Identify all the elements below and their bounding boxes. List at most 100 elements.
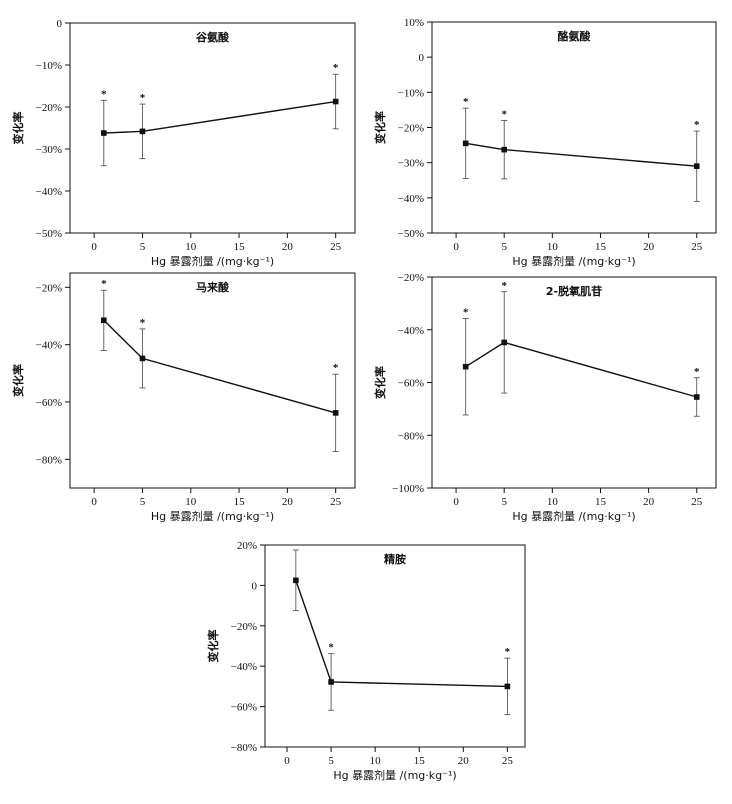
y-tick-label: −30% (398, 158, 424, 170)
y-tick-label: −60% (231, 702, 257, 714)
x-tick-label: 25 (330, 496, 342, 508)
y-tick-label: −20% (398, 272, 424, 284)
y-tick-label: −40% (36, 186, 62, 198)
y-tick-label: −40% (398, 193, 424, 205)
y-axis-label: 变化率 (373, 111, 387, 144)
significance-mark: * (505, 646, 511, 658)
plot-frame (69, 22, 356, 234)
y-axis-label: 变化率 (206, 630, 220, 663)
y-tick-label: 10% (404, 17, 424, 29)
data-point (139, 355, 146, 362)
y-axis-label: 变化率 (373, 366, 387, 399)
y-tick-label: −20% (398, 123, 424, 135)
significance-mark: * (101, 88, 107, 100)
data-point (462, 140, 469, 147)
series-line (103, 319, 336, 414)
x-tick-label: 15 (595, 496, 607, 508)
data-point (139, 128, 146, 135)
data-point (332, 98, 339, 105)
x-tick-label: 15 (595, 241, 607, 253)
data-point (693, 394, 700, 400)
y-tick-label: 20% (237, 540, 257, 552)
data-point (462, 363, 469, 370)
significance-mark: * (333, 62, 339, 74)
x-tick-label: 10 (185, 496, 197, 508)
x-tick-label: 25 (691, 496, 703, 508)
x-tick-label: 0 (453, 241, 459, 253)
data-point (101, 317, 107, 324)
y-tick-label: −40% (36, 340, 62, 352)
x-tick-label: 20 (643, 241, 655, 253)
y-axis-label: 变化率 (11, 364, 25, 397)
x-tick-label: 0 (453, 496, 459, 508)
y-tick-label: −80% (398, 430, 424, 442)
significance-mark: * (501, 108, 507, 120)
chart-tyrosine: −50% −40% −30% −20% −10% 0 10% 0 5 10 15 20 25 酪氨酸 Hg … (373, 17, 717, 268)
series-line (465, 142, 697, 167)
chart-title: 马来酸 (196, 280, 230, 294)
y-tick-label: −40% (231, 661, 257, 673)
x-tick-label: 20 (282, 241, 294, 253)
x-tick-label: 25 (330, 241, 342, 253)
significance-mark: * (333, 362, 339, 374)
y-tick-label: −60% (36, 397, 62, 409)
plot-frame (431, 276, 717, 489)
significance-mark: * (140, 317, 146, 329)
x-tick-label: 20 (458, 755, 470, 767)
x-axis-label: Hg 暴露剂量 /(mg·kg⁻¹) (151, 509, 274, 523)
y-tick-label: −10% (398, 87, 424, 99)
chart-maleic-acid: −80% −60% −40% −20% 0 5 10 15 20 25 马来酸 Hg 暴露剂量 /(m… (11, 272, 356, 523)
plot-frame (69, 272, 356, 489)
x-axis-label: Hg 暴露剂量 /(mg·kg⁻¹) (151, 254, 274, 268)
significance-mark: * (501, 280, 507, 292)
y-tick-label: −100% (392, 483, 424, 495)
y-tick-label: −50% (36, 228, 62, 240)
y-tick-label: −20% (36, 102, 62, 114)
x-tick-label: 25 (691, 241, 703, 253)
data-point (693, 163, 700, 169)
x-tick-label: 5 (501, 496, 507, 508)
chart-title: 精胺 (384, 552, 406, 566)
x-tick-label: 0 (91, 496, 97, 508)
y-tick-label: −40% (398, 325, 424, 337)
x-tick-label: 5 (140, 241, 146, 253)
y-tick-label: −10% (36, 60, 62, 72)
x-tick-label: 15 (414, 755, 426, 767)
significance-mark: * (140, 92, 146, 104)
x-tick-label: 20 (643, 496, 655, 508)
series-line (103, 100, 336, 134)
chart-spermine: −80% −60% −40% −20% 0 20% 0 5 10 15 20 25 精胺 Hg 暴露剂量 … (206, 540, 526, 782)
x-tick-label: 0 (91, 241, 97, 253)
data-point (293, 577, 299, 584)
x-axis-label: Hg 暴露剂量 /(mg·kg⁻¹) (512, 509, 635, 523)
series-line (295, 580, 508, 688)
data-point (504, 683, 511, 690)
significance-mark: * (463, 306, 469, 318)
plot-frame (431, 21, 717, 234)
x-tick-label: 0 (284, 755, 290, 767)
x-tick-label: 5 (501, 241, 507, 253)
significance-mark: * (694, 119, 700, 131)
data-point (501, 339, 508, 346)
x-tick-label: 10 (370, 755, 382, 767)
significance-mark: * (328, 642, 334, 654)
y-tick-label: −60% (398, 378, 424, 390)
chart-title: 酪氨酸 (558, 29, 592, 43)
chart-2-deoxyinosine: −100% −80% −60% −40% −20% 0 5 10 15 20 25 2-脱氧肌苷 Hg … (373, 272, 717, 523)
y-tick-label: 0 (57, 18, 63, 30)
x-tick-label: 20 (282, 496, 294, 508)
x-axis-label: Hg 暴露剂量 /(mg·kg⁻¹) (512, 254, 635, 268)
x-tick-label: 15 (234, 241, 246, 253)
y-tick-label: −80% (231, 742, 257, 754)
y-tick-label: −20% (36, 282, 62, 294)
y-tick-label: −50% (398, 228, 424, 240)
y-tick-label: 0 (252, 580, 258, 592)
chart-title: 2-脱氧肌苷 (546, 284, 602, 298)
y-axis-label: 变化率 (11, 112, 25, 145)
data-point (501, 146, 508, 153)
x-tick-label: 10 (185, 241, 197, 253)
x-tick-label: 10 (547, 496, 559, 508)
x-tick-label: 5 (328, 755, 334, 767)
chart-glutamic-acid: −50% −40% −30% −20% −10% 0 0 5 10 15 20 25 谷氨酸 Hg 暴露剂… (11, 18, 356, 268)
